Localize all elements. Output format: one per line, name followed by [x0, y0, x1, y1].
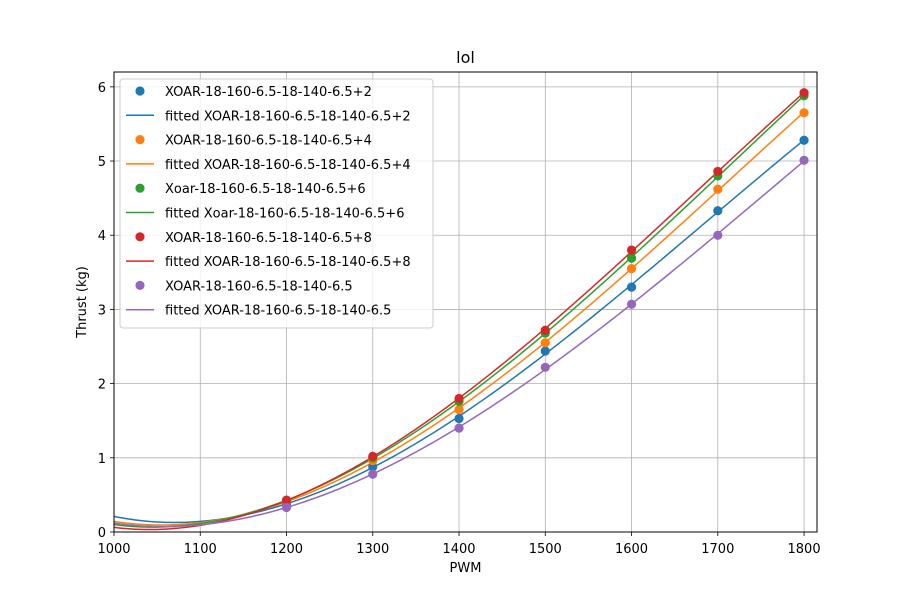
data-point-series-2 [713, 184, 723, 194]
x-tick-label: 1200 [270, 542, 303, 557]
x-tick-label: 1700 [701, 542, 734, 557]
axis-ticks: 1000 1100 1200 1300 1400 1500 1600 1700 1800 0 1 2 3… [97, 81, 820, 557]
x-axis-label: PWM [450, 561, 482, 576]
legend-label-fit-2: fitted XOAR-18-160-6.5-18-140-6.5+4 [165, 158, 411, 173]
x-tick-label: 1300 [356, 542, 389, 557]
legend-marker-series-5 [135, 280, 145, 290]
data-point-series-2 [540, 338, 550, 348]
x-tick-label: 1000 [97, 542, 130, 557]
data-point-series-2 [454, 404, 464, 415]
data-point-series-4 [368, 451, 378, 461]
data-point-series-5 [713, 230, 723, 240]
x-tick-label: 1600 [615, 542, 648, 557]
legend-label-fit-5: fitted XOAR-18-160-6.5-18-140-6.5 [165, 304, 391, 319]
legend-marker-series-3 [135, 183, 145, 193]
legend: XOAR-18-160-6.5-18-140-6.5+2 fitted XOAR-… [119, 78, 434, 329]
y-tick-label: 5 [98, 155, 106, 170]
y-tick-label: 0 [98, 526, 106, 541]
y-axis-label: Thrust (kg) [75, 266, 90, 339]
y-tick-label: 3 [98, 303, 106, 318]
legend-label-series-5: XOAR-18-160-6.5-18-140-6.5 [165, 279, 353, 294]
data-point-series-1 [626, 282, 637, 292]
chart-title: lol [456, 48, 475, 67]
data-point-series-1 [713, 206, 723, 216]
data-points [281, 88, 809, 513]
data-point-series-1 [540, 346, 550, 356]
legend-label-fit-4: fitted XOAR-18-160-6.5-18-140-6.5+8 [165, 255, 411, 270]
legend-marker-series-2 [135, 135, 145, 145]
data-point-series-2 [799, 108, 809, 118]
data-point-series-5 [540, 362, 550, 372]
legend-marker-series-4 [135, 232, 145, 242]
data-point-series-3 [626, 253, 637, 263]
legend-label-series-2: XOAR-18-160-6.5-18-140-6.5+4 [165, 134, 372, 149]
x-tick-label: 1500 [529, 542, 562, 557]
x-tick-label: 1100 [184, 542, 217, 557]
y-tick-label: 1 [98, 452, 106, 467]
x-tick-label: 1400 [442, 542, 475, 557]
legend-marker-series-1 [135, 86, 145, 96]
x-tick-label: 1800 [788, 542, 821, 557]
data-point-series-1 [799, 135, 809, 145]
legend-label-series-1: XOAR-18-160-6.5-18-140-6.5+2 [165, 85, 372, 100]
data-point-series-5 [626, 299, 637, 309]
data-point-series-4 [540, 325, 550, 335]
y-tick-label: 4 [98, 229, 106, 244]
data-point-series-5 [281, 502, 292, 513]
y-tick-label: 6 [98, 81, 106, 96]
data-point-series-1 [454, 413, 464, 424]
data-point-series-4 [454, 393, 464, 404]
legend-label-series-3: Xoar-18-160-6.5-18-140-6.5+6 [165, 182, 366, 197]
legend-label-series-4: XOAR-18-160-6.5-18-140-6.5+8 [165, 231, 372, 246]
data-point-series-4 [713, 166, 723, 177]
data-point-series-4 [281, 495, 292, 505]
y-tick-label: 2 [98, 378, 106, 393]
data-point-series-4 [799, 88, 809, 98]
data-point-series-5 [454, 423, 464, 433]
plot-frame [113, 71, 818, 533]
legend-label-fit-3: fitted Xoar-18-160-6.5-18-140-6.5+6 [165, 207, 404, 222]
data-point-series-4 [626, 245, 637, 255]
legend-box [119, 78, 434, 329]
data-point-series-5 [799, 155, 809, 165]
legend-label-fit-1: fitted XOAR-18-160-6.5-18-140-6.5+2 [165, 109, 411, 124]
data-point-series-2 [626, 264, 637, 274]
data-point-series-5 [368, 469, 378, 479]
